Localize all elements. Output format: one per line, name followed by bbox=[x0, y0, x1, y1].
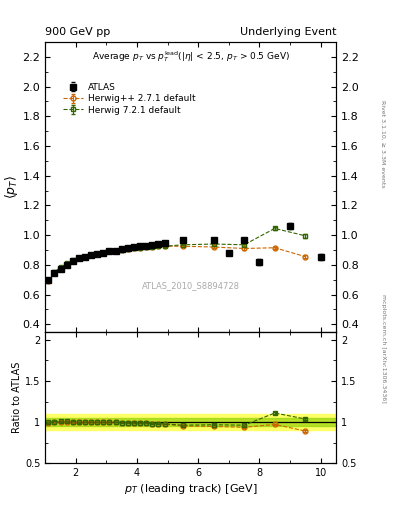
Text: mcplots.cern.ch [arXiv:1306.3436]: mcplots.cern.ch [arXiv:1306.3436] bbox=[381, 294, 386, 402]
Text: Underlying Event: Underlying Event bbox=[239, 27, 336, 37]
Y-axis label: Ratio to ATLAS: Ratio to ATLAS bbox=[12, 362, 22, 433]
Text: 900 GeV pp: 900 GeV pp bbox=[45, 27, 110, 37]
Text: Rivet 3.1.10, ≥ 3.3M events: Rivet 3.1.10, ≥ 3.3M events bbox=[381, 99, 386, 187]
Y-axis label: $\langle p_T \rangle$: $\langle p_T \rangle$ bbox=[3, 175, 20, 199]
X-axis label: $p_T$ (leading track) [GeV]: $p_T$ (leading track) [GeV] bbox=[124, 482, 257, 497]
Text: ATLAS_2010_S8894728: ATLAS_2010_S8894728 bbox=[141, 281, 240, 290]
Text: Average $p_T$ vs $p_T^{\rm lead}$($|\eta|$ < 2.5, $p_T$ > 0.5 GeV): Average $p_T$ vs $p_T^{\rm lead}$($|\eta… bbox=[92, 49, 290, 64]
Legend: ATLAS, Herwig++ 2.7.1 default, Herwig 7.2.1 default: ATLAS, Herwig++ 2.7.1 default, Herwig 7.… bbox=[61, 81, 197, 116]
